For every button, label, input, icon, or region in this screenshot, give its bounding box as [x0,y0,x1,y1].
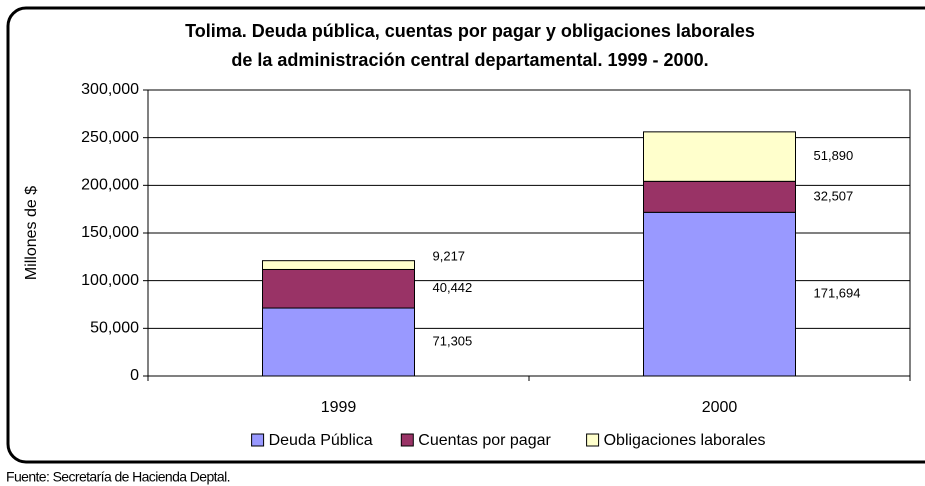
legend-swatch [586,433,600,447]
data-label: 171,694 [814,286,861,301]
chart-title: de la administración central departament… [231,50,708,70]
bar-segment [643,211,796,377]
source-note: Fuente: Secretaría de Hacienda Deptal. [6,469,230,485]
bar-segment [262,307,415,377]
data-label: 9,217 [433,249,466,264]
legend-swatch [400,433,414,447]
y-tick-label: 250,000 [81,129,139,146]
y-tick-label: 300,000 [81,81,139,98]
bar-segment [643,180,796,213]
data-label: 71,305 [433,333,473,348]
data-label: 40,442 [433,280,473,295]
y-tick-label: 200,000 [81,177,139,194]
bar-segment [643,131,796,182]
x-tick-label: 2000 [702,399,738,416]
bar-segment [262,268,415,309]
bar-segment [262,260,415,270]
y-tick-label: 0 [130,367,139,384]
data-label: 32,507 [814,188,854,203]
y-axis-label: Millones de $ [23,186,40,280]
x-tick-label: 1999 [321,399,357,416]
legend-label: Cuentas por pagar [418,432,551,449]
y-tick-label: 50,000 [90,320,139,337]
legend-label: Obligaciones laborales [604,432,766,449]
y-tick-label: 150,000 [81,224,139,241]
data-label: 51,890 [814,148,854,163]
y-tick-label: 100,000 [81,272,139,289]
chart-title: Tolima. Deuda pública, cuentas por pagar… [185,21,755,41]
legend-label: Deuda Pública [269,432,373,449]
legend-swatch [251,433,265,447]
